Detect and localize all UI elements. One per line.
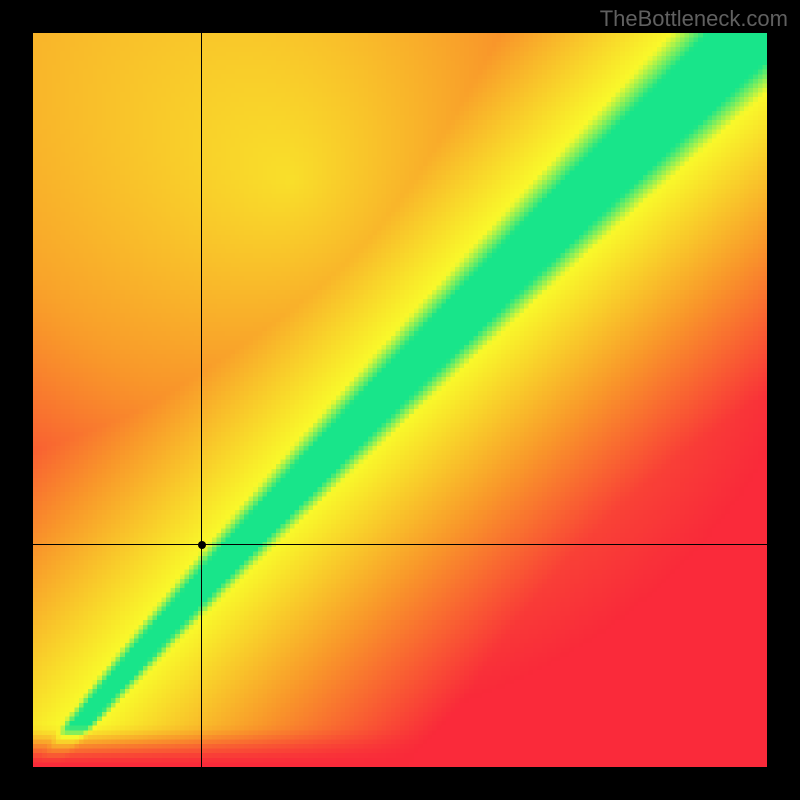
marker-dot xyxy=(198,541,206,549)
chart-container: TheBottleneck.com xyxy=(0,0,800,800)
crosshair-vertical xyxy=(201,33,202,767)
heatmap-canvas xyxy=(33,33,767,767)
watermark-text: TheBottleneck.com xyxy=(600,6,788,32)
plot-area xyxy=(33,33,767,767)
crosshair-horizontal xyxy=(33,544,767,545)
